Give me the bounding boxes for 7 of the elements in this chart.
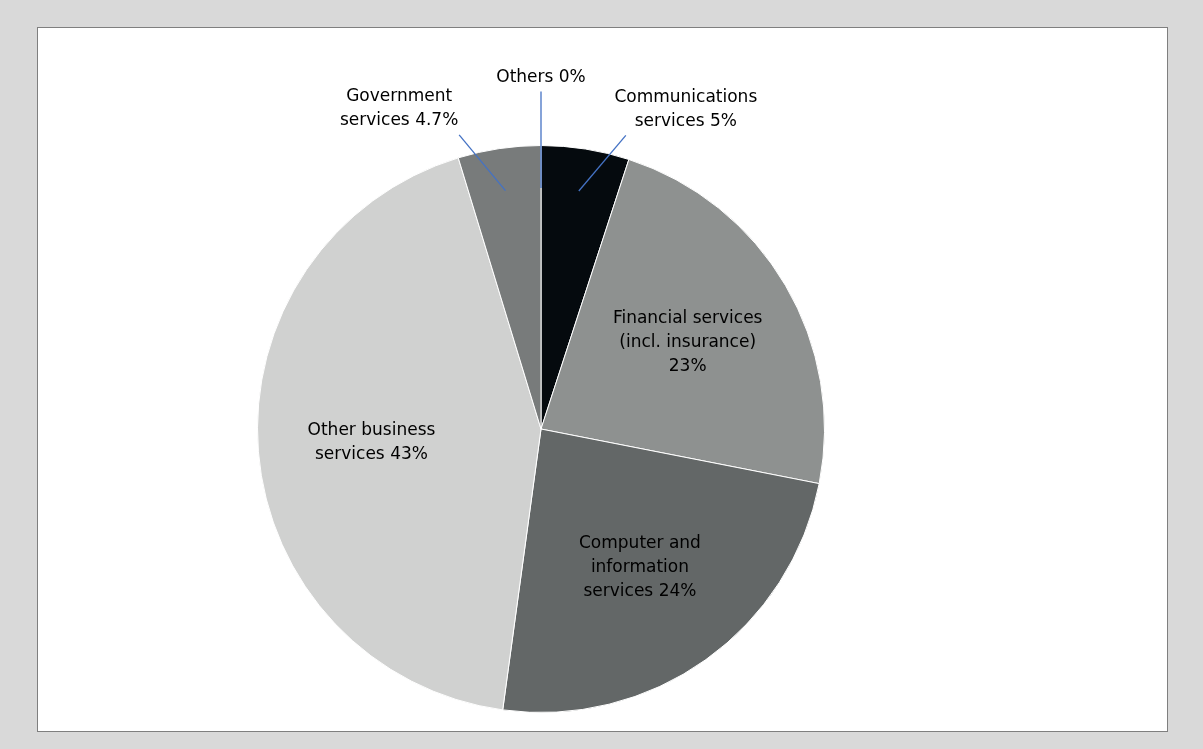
slice-label: Other business services 43% (307, 419, 436, 464)
slice-label: Financial services (incl. insurance) (612, 307, 763, 352)
data-label: 23% (668, 355, 707, 376)
slice-label: Computer and information services 24% (578, 531, 701, 600)
slice-label: Communications services 5% (614, 85, 758, 130)
slice-label: Government services 4.7% (339, 85, 459, 130)
category-label: Others 0% (496, 65, 586, 86)
